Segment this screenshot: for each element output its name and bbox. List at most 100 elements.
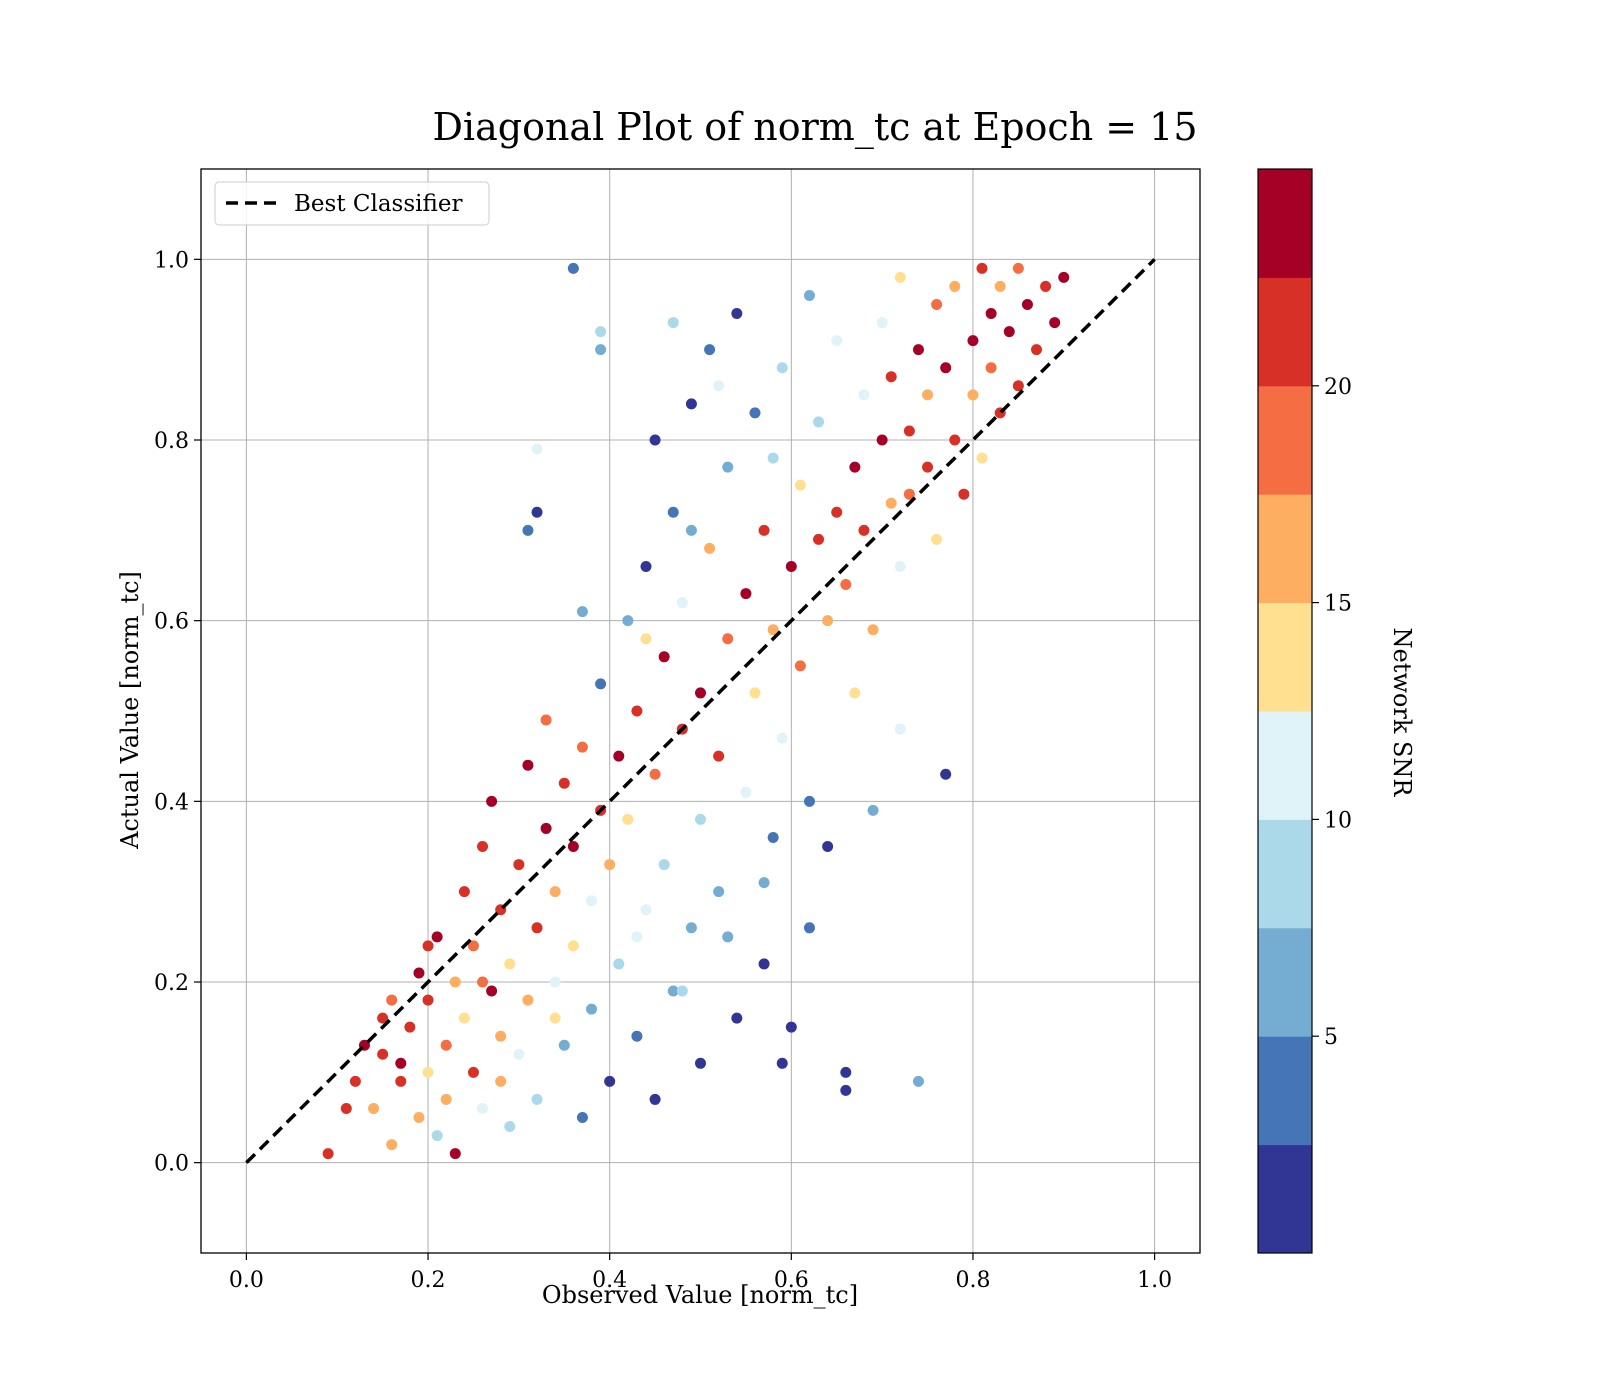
data-point bbox=[849, 687, 861, 699]
colorbar-segment bbox=[1258, 169, 1312, 278]
data-point bbox=[667, 506, 679, 518]
data-point bbox=[976, 262, 988, 274]
data-point bbox=[803, 289, 815, 301]
data-point bbox=[449, 976, 461, 988]
data-point bbox=[985, 308, 997, 320]
data-point bbox=[695, 1057, 706, 1069]
colorbar-label: Network SNR bbox=[1388, 628, 1416, 798]
data-point bbox=[776, 732, 788, 744]
data-point bbox=[949, 280, 961, 292]
data-point bbox=[477, 841, 489, 852]
data-point bbox=[749, 687, 761, 699]
data-point bbox=[967, 389, 979, 401]
data-point bbox=[640, 633, 652, 645]
data-point bbox=[413, 1112, 425, 1123]
data-point bbox=[767, 831, 779, 843]
colorbar-tick-label: 10 bbox=[1324, 808, 1352, 833]
data-point bbox=[695, 813, 706, 825]
data-point bbox=[449, 1148, 461, 1160]
data-point bbox=[622, 615, 634, 627]
data-point bbox=[885, 371, 897, 383]
data-point bbox=[922, 389, 934, 401]
data-point bbox=[840, 1084, 852, 1096]
data-point bbox=[840, 579, 852, 591]
data-point bbox=[631, 1030, 643, 1042]
data-point bbox=[794, 479, 806, 491]
data-point bbox=[931, 299, 943, 310]
y-axis-label: Actual Value [norm_tc] bbox=[116, 571, 144, 850]
data-point bbox=[758, 958, 770, 970]
data-point bbox=[613, 958, 625, 970]
data-point bbox=[858, 524, 870, 536]
data-point bbox=[531, 1093, 543, 1105]
data-point bbox=[758, 524, 770, 536]
tick-layer: 0.0 0.2 0.4 0.6 0.8 1.0 0.0 0.2 0.4 0.6 0.8 1.0 bbox=[154, 248, 1172, 1293]
data-point bbox=[413, 967, 425, 979]
data-point bbox=[458, 1012, 470, 1024]
y-tick-label: 0.8 bbox=[154, 429, 189, 454]
data-point bbox=[486, 985, 498, 997]
data-point bbox=[658, 859, 670, 871]
data-point bbox=[831, 506, 843, 518]
data-point bbox=[567, 940, 579, 952]
data-point bbox=[813, 533, 825, 545]
data-point bbox=[368, 1102, 380, 1114]
x-tick-label: 0.2 bbox=[411, 1268, 446, 1293]
x-tick-label: 0.6 bbox=[774, 1268, 809, 1293]
data-point bbox=[740, 786, 752, 798]
data-point bbox=[958, 488, 970, 500]
data-point bbox=[431, 931, 443, 943]
data-point bbox=[567, 841, 579, 852]
data-point bbox=[994, 280, 1006, 292]
data-point bbox=[495, 1030, 507, 1042]
data-point bbox=[849, 461, 861, 473]
data-point bbox=[740, 588, 752, 600]
data-point bbox=[949, 434, 961, 446]
data-point bbox=[731, 1012, 743, 1024]
chart-title: Diagonal Plot of norm_tc at Epoch = 15 bbox=[432, 105, 1197, 150]
data-point bbox=[649, 768, 661, 780]
x-axis-label: Observed Value [norm_tc] bbox=[542, 1281, 858, 1309]
data-point bbox=[386, 1139, 398, 1151]
data-point bbox=[395, 1075, 407, 1087]
data-point bbox=[658, 651, 670, 663]
data-point bbox=[858, 389, 870, 401]
data-point bbox=[713, 750, 725, 762]
data-point bbox=[785, 560, 797, 572]
data-point bbox=[340, 1102, 352, 1114]
data-point bbox=[912, 344, 924, 356]
data-point bbox=[776, 362, 788, 374]
data-point bbox=[667, 985, 679, 997]
plot-frame bbox=[200, 168, 1201, 1254]
y-tick-label: 0.0 bbox=[154, 1152, 189, 1177]
data-point bbox=[431, 1130, 443, 1142]
data-point bbox=[458, 886, 470, 898]
colorbar-tick-label: 15 bbox=[1324, 592, 1352, 617]
data-point bbox=[685, 398, 697, 410]
legend-box bbox=[214, 181, 490, 226]
data-point bbox=[540, 714, 552, 726]
data-point bbox=[985, 362, 997, 374]
data-point bbox=[785, 1021, 797, 1033]
data-point bbox=[1003, 326, 1015, 338]
data-point bbox=[912, 1075, 924, 1087]
data-point bbox=[522, 759, 534, 771]
colorbar-segment bbox=[1258, 711, 1312, 820]
data-point bbox=[894, 271, 906, 283]
data-point bbox=[504, 1121, 516, 1133]
data-point bbox=[940, 362, 952, 374]
data-point bbox=[522, 994, 534, 1006]
data-point bbox=[894, 723, 906, 735]
data-point bbox=[595, 678, 607, 690]
data-point bbox=[422, 994, 434, 1006]
data-point bbox=[976, 452, 988, 464]
data-point bbox=[840, 1066, 852, 1078]
data-point bbox=[649, 434, 661, 446]
data-point bbox=[667, 317, 679, 329]
data-point bbox=[495, 1075, 507, 1087]
y-tick-label: 0.2 bbox=[154, 971, 189, 996]
data-point bbox=[349, 1075, 361, 1087]
data-point bbox=[803, 922, 815, 934]
data-point bbox=[395, 1057, 407, 1069]
legend-label: Best Classifier bbox=[294, 191, 462, 217]
